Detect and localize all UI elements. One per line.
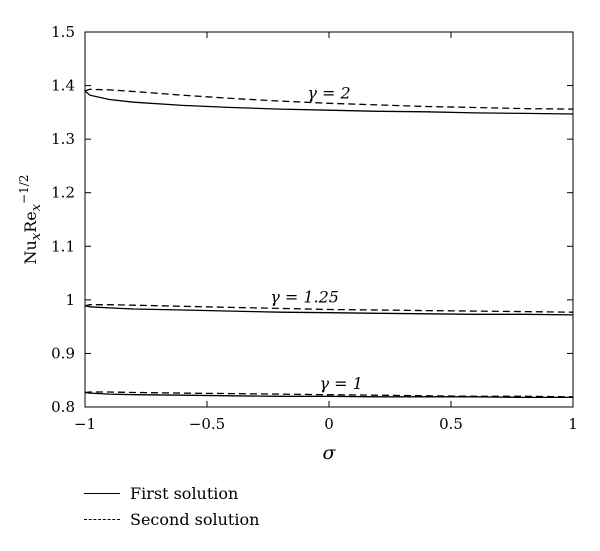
x-axis-label: σ [323,442,337,464]
y-tick-label: 1.1 [51,237,75,255]
legend-item-first: First solution [84,480,259,506]
gamma-annotation: γ = 1 [320,374,363,393]
x-tick-label: −1 [74,415,96,433]
y-tick-label: 0.9 [51,344,75,362]
legend-swatch-dashed [84,518,120,520]
y-label-sub2: x [29,203,44,211]
series-line-solid [84,90,574,115]
annotations: γ = 2 γ = 1.25 γ = 1 [270,83,363,392]
legend-label-second: Second solution [130,509,260,529]
y-tick-label: 1 [65,291,75,309]
x-tick-label: 0 [324,415,334,433]
x-axis: −1 −0.5 0 0.5 1 [74,32,578,433]
y-label-sub1: x [29,232,44,240]
legend-item-second: Second solution [84,506,259,532]
x-tick-label: −0.5 [189,415,225,433]
y-label-nu: Nu [21,240,40,264]
series-line-dashed [84,88,574,110]
x-tick-label: 0.5 [439,415,463,433]
legend-swatch-solid [84,492,120,494]
legend: First solution Second solution [84,480,259,532]
y-axis: 0.8 0.9 1 1.1 1.2 1.3 1.4 1.5 [51,23,573,416]
series-line-solid [84,305,574,316]
gamma-annotation: γ = 2 [307,83,350,102]
x-tick-label: 1 [568,415,578,433]
y-label-re: Re [21,211,40,233]
y-tick-label: 1.5 [51,23,75,41]
y-label-sup: −1/2 [17,175,31,204]
legend-label-first: First solution [130,483,239,503]
gamma-annotation: γ = 1.25 [270,288,339,307]
series-group [84,88,574,399]
y-axis-label: NuxRex−1/2 [17,175,44,265]
series-line-dashed [84,391,574,398]
y-tick-label: 0.8 [51,398,75,416]
y-tick-label: 1.4 [51,77,75,95]
series-line-dashed [84,304,574,313]
chart: −1 −0.5 0 0.5 1 0.8 0.9 1 1.1 1.2 1.3 1.4 1.5 γ = 2… [17,23,578,464]
y-tick-label: 1.3 [51,130,75,148]
y-tick-label: 1.2 [51,184,75,202]
